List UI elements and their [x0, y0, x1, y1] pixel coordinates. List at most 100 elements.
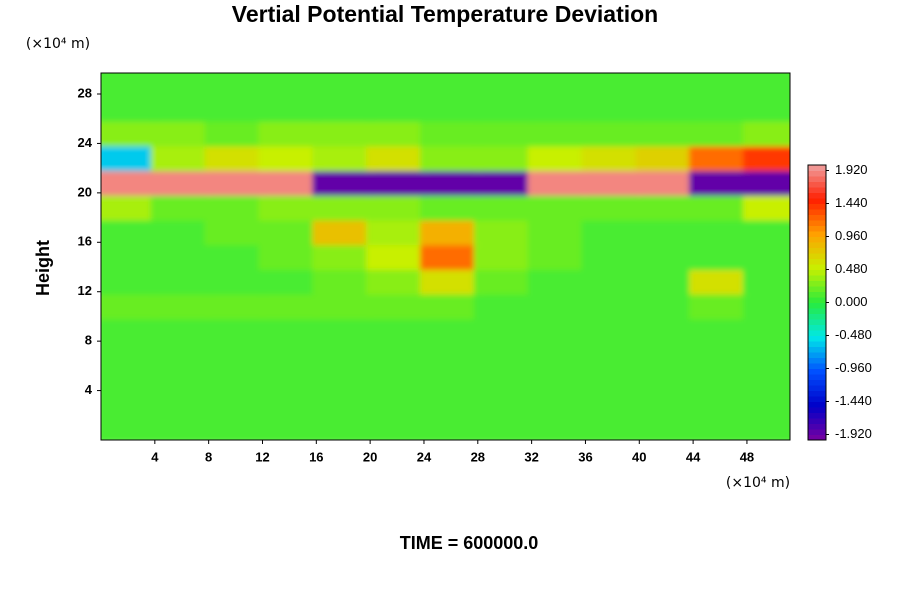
colorbar-swatch: [808, 264, 826, 270]
field-cell: [101, 73, 159, 98]
y-tick-label: 24: [78, 135, 93, 150]
colorbar-swatch: [808, 385, 826, 391]
colorbar-tick-label: -0.960: [835, 360, 872, 375]
field-cell: [689, 73, 751, 98]
colorbar-tick-label: 0.960: [835, 228, 868, 243]
field-cell: [473, 73, 536, 98]
colorbar-swatch: [808, 335, 826, 342]
y-unit: (×10⁴ m): [26, 36, 90, 52]
colorbar-swatch: [808, 231, 826, 237]
colorbar-swatch: [808, 198, 826, 204]
colorbar-tick-label: -1.440: [835, 393, 872, 408]
field-cell: [204, 73, 267, 98]
x-tick-label: 24: [417, 449, 432, 464]
x-tick-label: 32: [524, 449, 538, 464]
colorbar-tick-label: 0.000: [835, 294, 868, 309]
colorbar-swatch: [808, 258, 826, 265]
x-tick-label: 8: [205, 449, 212, 464]
colorbar-swatch: [808, 225, 826, 232]
field-cell: [150, 73, 213, 98]
colorbar-swatch: [808, 242, 826, 248]
colorbar-swatch: [808, 181, 826, 188]
colorbar-swatch: [808, 253, 826, 259]
colorbar-swatch: [808, 341, 826, 347]
colorbar-swatch: [808, 165, 826, 171]
colorbar-tick-label: 0.480: [835, 261, 868, 276]
x-tick-label: 36: [578, 449, 592, 464]
colorbar-swatch: [808, 275, 826, 281]
colorbar-swatch: [808, 291, 826, 298]
colorbar-swatch: [808, 297, 826, 303]
x-tick-label: 28: [471, 449, 485, 464]
colorbar-swatch: [808, 401, 826, 408]
x-tick-label: 12: [255, 449, 269, 464]
y-tick-label: 4: [85, 382, 93, 397]
x-unit: (×10⁴ m): [726, 475, 790, 491]
colorbar-swatch: [808, 209, 826, 215]
colorbar-swatch: [808, 187, 826, 193]
field-cell: [258, 73, 321, 98]
chart-title: Vertial Potential Temperature Deviation: [232, 1, 658, 27]
x-tick-label: 16: [309, 449, 323, 464]
colorbar-swatch: [808, 269, 826, 276]
colorbar-swatch: [808, 319, 826, 325]
colorbar-swatch: [808, 280, 826, 287]
y-axis-label: Height: [33, 240, 53, 296]
colorbar-swatch: [808, 363, 826, 369]
colorbar-swatch: [808, 346, 826, 353]
field-cell: [527, 73, 590, 98]
field-cell: [742, 73, 790, 98]
colorbar-tick-label: -1.920: [835, 426, 872, 441]
field-cell: [366, 73, 428, 98]
field-cell: [581, 73, 644, 98]
colorbar-swatch: [808, 352, 826, 358]
colorbar-swatch: [808, 308, 826, 314]
colorbar-swatch: [808, 396, 826, 402]
x-tick-label: 48: [740, 449, 754, 464]
field-cells: [101, 73, 790, 440]
colorbar-swatch: [808, 412, 826, 419]
colorbar-swatch: [808, 214, 826, 221]
plot-frame: [100, 72, 791, 441]
colorbar-tick-label: -0.480: [835, 327, 872, 342]
colorbar-swatch: [808, 192, 826, 199]
colorbar-swatch: [808, 220, 826, 226]
x-tick-label: 44: [686, 449, 701, 464]
y-tick-label: 16: [78, 234, 92, 249]
colorbar-swatch: [808, 357, 826, 364]
x-tick-label: 20: [363, 449, 377, 464]
colorbar-tick-label: 1.440: [835, 195, 868, 210]
colorbar-swatch: [808, 302, 826, 309]
colorbar-swatch: [808, 236, 826, 243]
colorbar-swatch: [808, 418, 826, 424]
colorbar-swatch: [808, 434, 826, 441]
y-tick-label: 8: [85, 333, 92, 348]
colorbar-swatch: [808, 203, 826, 210]
colorbar-swatch: [808, 286, 826, 292]
colorbar-swatch: [808, 176, 826, 182]
colorbar-swatch: [808, 379, 826, 386]
colorbar-swatch: [808, 368, 826, 375]
colorbar-swatch: [808, 407, 826, 413]
field-cell: [635, 73, 698, 98]
field: [101, 73, 790, 440]
y-tick-label: 20: [78, 184, 92, 199]
y-tick-label: 12: [78, 283, 92, 298]
colorbar-swatch: [808, 170, 826, 177]
colorbar-swatch: [808, 324, 826, 331]
colorbar-swatch: [808, 429, 826, 435]
colorbar-swatch: [808, 374, 826, 380]
x-tick-label: 40: [632, 449, 646, 464]
colorbar-swatch: [808, 313, 826, 320]
colorbar-swatch: [808, 330, 826, 336]
colorbar-swatch: [808, 247, 826, 254]
colorbar-swatch: [808, 390, 826, 397]
x-tick-label: 4: [151, 449, 159, 464]
field-cell: [419, 73, 482, 98]
y-tick-label: 28: [78, 85, 92, 100]
field-cell: [312, 73, 375, 98]
footer-time: TIME = 600000.0: [400, 533, 539, 553]
colorbar: 1.920 1.440 0.960 0.480 0.000 -0.480 -0.960 -1.…: [807, 162, 872, 441]
colorbar-tick-label: 1.920: [835, 162, 868, 177]
